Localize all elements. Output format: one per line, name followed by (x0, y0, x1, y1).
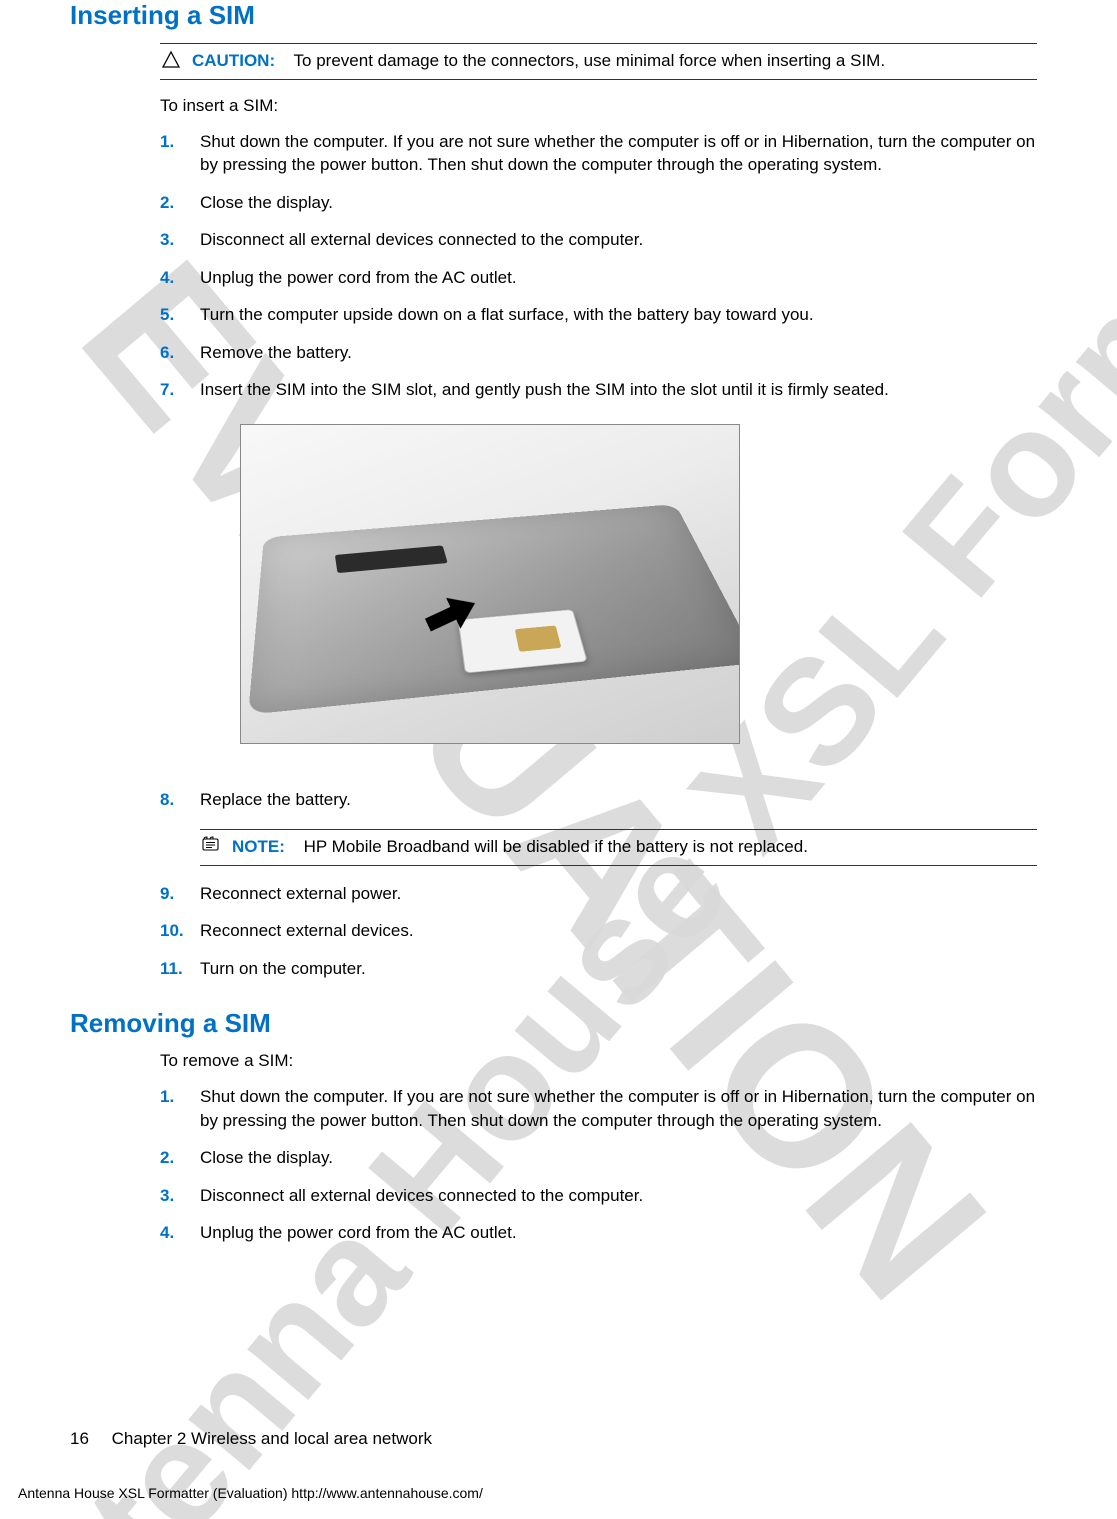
caution-icon (160, 50, 182, 70)
step-text: Replace the battery. (200, 788, 1037, 811)
step-text: Unplug the power cord from the AC outlet… (200, 266, 1037, 289)
step-text: Disconnect all external devices connecte… (200, 228, 1037, 251)
intro-remove: To remove a SIM: (160, 1051, 1037, 1071)
chapter-title: Chapter 2 Wireless and local area networ… (112, 1429, 432, 1448)
caution-text: To prevent damage to the connectors, use… (294, 51, 886, 70)
steps-list-post2: Reconnect external power. Reconnect exte… (160, 882, 1037, 980)
step-text: Shut down the computer. If you are not s… (200, 130, 1037, 177)
step-text: Disconnect all external devices connecte… (200, 1184, 1037, 1207)
note-callout: NOTE: HP Mobile Broadband will be disabl… (200, 829, 1037, 866)
step-text: Reconnect external devices. (200, 919, 1037, 942)
step-text: Remove the battery. (200, 341, 1037, 364)
step-text: Insert the SIM into the SIM slot, and ge… (200, 380, 889, 399)
step-text: Reconnect external power. (200, 882, 1037, 905)
step-text: Turn the computer upside down on a flat … (200, 303, 1037, 326)
note-icon (200, 836, 222, 854)
step-text: Unplug the power cord from the AC outlet… (200, 1221, 1037, 1244)
note-label: NOTE: (232, 837, 285, 856)
step-text: Close the display. (200, 1146, 1037, 1169)
generator-footer: Antenna House XSL Formatter (Evaluation)… (18, 1485, 483, 1501)
caution-callout: CAUTION: To prevent damage to the connec… (160, 43, 1037, 80)
note-text: HP Mobile Broadband will be disabled if … (304, 837, 808, 856)
heading-inserting-sim: Inserting a SIM (70, 0, 1047, 31)
steps-list-pre: Shut down the computer. If you are not s… (160, 130, 1037, 770)
page-footer: 16 Chapter 2 Wireless and local area net… (70, 1429, 432, 1449)
step-text: Turn on the computer. (200, 957, 1037, 980)
heading-removing-sim: Removing a SIM (70, 1008, 1047, 1039)
steps-list-post: Replace the battery. (160, 788, 1037, 811)
step-text: Shut down the computer. If you are not s… (200, 1085, 1037, 1132)
caution-label: CAUTION: (192, 51, 275, 70)
intro-insert: To insert a SIM: (160, 96, 1037, 116)
figure-sim-insert (240, 424, 1037, 744)
steps-list-remove: Shut down the computer. If you are not s… (160, 1085, 1037, 1244)
step-text: Close the display. (200, 191, 1037, 214)
page-number: 16 (70, 1429, 89, 1448)
